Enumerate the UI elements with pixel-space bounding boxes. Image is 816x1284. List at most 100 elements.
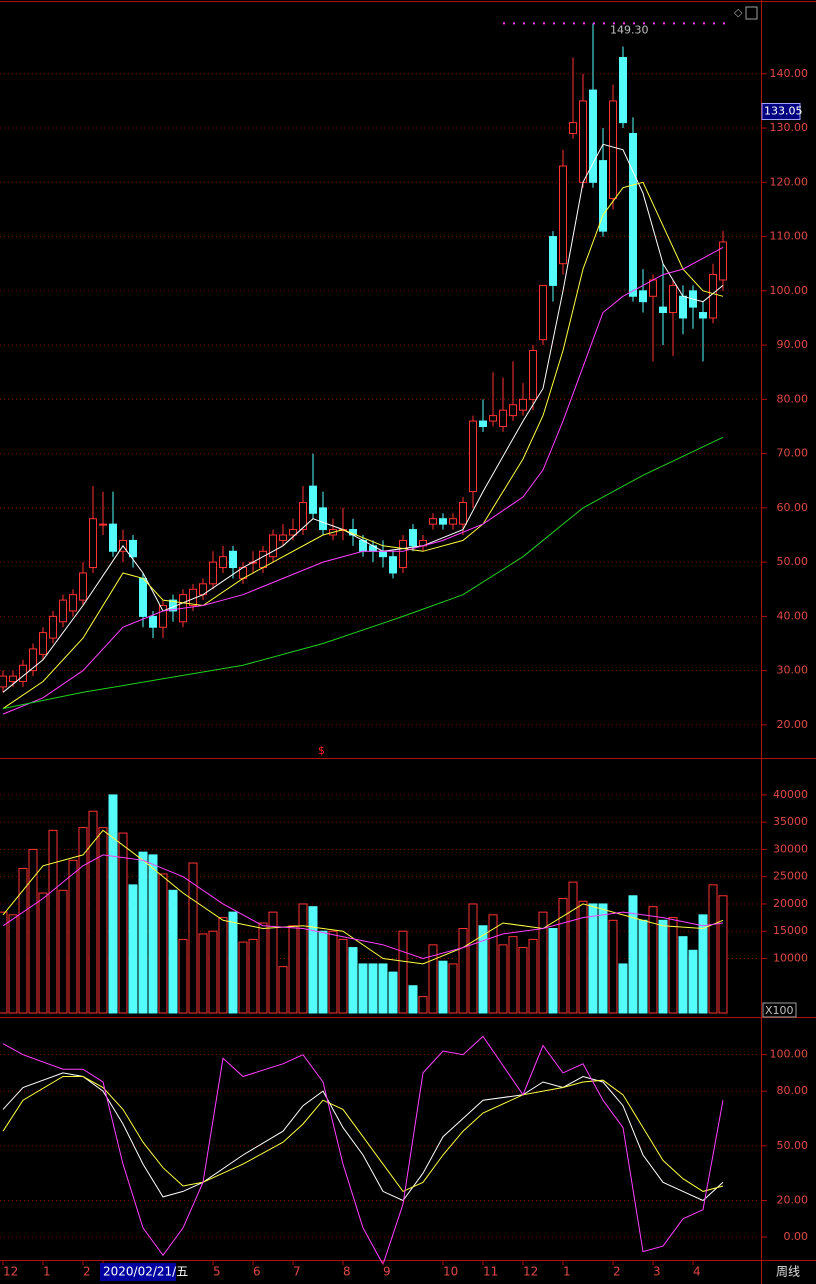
volume-bar xyxy=(318,930,328,1014)
candle-body xyxy=(509,404,517,417)
candle-body xyxy=(399,539,407,569)
volume-bar xyxy=(168,889,178,1014)
y-tick-label: 10000 xyxy=(773,951,808,964)
candle-body xyxy=(459,501,467,525)
candle-body xyxy=(629,132,637,297)
line xyxy=(2,181,724,710)
x-tick-label: 1 xyxy=(43,1265,51,1279)
y-tick-label: 110.00 xyxy=(770,230,809,243)
volume-bar xyxy=(158,873,168,1014)
volume-bar xyxy=(248,938,258,1014)
volume-bar xyxy=(478,925,488,1014)
volume-bar xyxy=(218,917,228,1014)
line xyxy=(2,143,724,693)
volume-bar xyxy=(288,925,298,1014)
line xyxy=(2,854,724,960)
volume-bar xyxy=(598,903,608,1014)
line xyxy=(2,436,724,710)
candle-body xyxy=(439,518,447,525)
x-tick-label: 11 xyxy=(483,1265,498,1279)
volume-bar xyxy=(668,917,678,1014)
candle-body xyxy=(29,648,37,672)
candle-body xyxy=(659,306,667,314)
volume-bar xyxy=(18,868,28,1014)
volume-bar xyxy=(558,897,568,1014)
candle-body xyxy=(269,534,277,558)
line xyxy=(2,246,724,715)
high-label: 149.30 xyxy=(610,23,649,36)
volume-bar xyxy=(178,938,188,1014)
y-tick-label: 20.00 xyxy=(777,1194,809,1207)
candle-body xyxy=(519,398,527,411)
volume-bar xyxy=(198,933,208,1014)
y-tick-label: 25000 xyxy=(773,870,808,883)
volume-bar xyxy=(228,911,238,1014)
candle-body xyxy=(59,599,67,623)
candle-body xyxy=(619,57,627,124)
candle-body xyxy=(589,89,597,183)
y-tick-label: 80.00 xyxy=(777,1084,809,1097)
volume-bar xyxy=(628,895,638,1014)
volume-bar xyxy=(428,944,438,1014)
volume-bar xyxy=(398,930,408,1014)
volume-bar xyxy=(258,922,268,1014)
volume-bar xyxy=(408,985,418,1014)
volume-bar xyxy=(338,938,348,1014)
volume-bar xyxy=(688,949,698,1014)
candle-body xyxy=(309,485,317,514)
candle-body xyxy=(499,409,507,427)
volume-bar xyxy=(438,960,448,1014)
volume-bar xyxy=(58,889,68,1014)
candle-body xyxy=(79,572,87,601)
volume-bar xyxy=(698,914,708,1014)
volume-bar xyxy=(278,966,288,1014)
x-tick-label: 5 xyxy=(213,1265,221,1279)
candle-body xyxy=(259,550,267,569)
candle-body xyxy=(479,420,487,427)
volume-bar xyxy=(358,963,368,1014)
volume-bar xyxy=(368,963,378,1014)
candle-body xyxy=(639,290,647,303)
x-tick-label: 4 xyxy=(693,1265,701,1279)
candle-body xyxy=(559,165,567,265)
volume-bar xyxy=(568,881,578,1014)
x-tick-label: 12 xyxy=(3,1265,18,1279)
volume-bar xyxy=(138,851,148,1014)
candle-body xyxy=(389,556,397,574)
volume-bar xyxy=(448,963,458,1014)
y-tick-label: 80.00 xyxy=(777,392,809,405)
candle-body xyxy=(429,518,437,525)
x-tick-label: 1 xyxy=(563,1265,571,1279)
volume-bar xyxy=(108,794,118,1014)
marker: $ xyxy=(318,744,325,757)
y-tick-label: 60.00 xyxy=(777,501,809,514)
volume-bar xyxy=(0,911,8,1014)
candle-body xyxy=(9,675,17,682)
y-tick-label: 100.00 xyxy=(770,284,809,297)
volume-bar xyxy=(518,947,528,1014)
candle-body xyxy=(569,122,577,134)
line xyxy=(2,1035,724,1266)
volume-bar xyxy=(548,927,558,1014)
volume-bar xyxy=(418,996,428,1014)
volume-bar xyxy=(488,914,498,1014)
volume-bar xyxy=(348,947,358,1014)
candle-body xyxy=(99,523,107,526)
y-tick-label: 40.00 xyxy=(777,609,809,622)
icon[interactable]: ◇ xyxy=(734,6,743,19)
icon[interactable] xyxy=(745,6,758,20)
candle-body xyxy=(299,501,307,531)
candle-body xyxy=(139,577,147,617)
volume-bar xyxy=(128,884,138,1014)
y-tick-label: 30000 xyxy=(773,842,808,855)
volume-bar xyxy=(88,810,98,1014)
period-label[interactable]: 周线 xyxy=(776,1265,800,1279)
y-tick-label: 15000 xyxy=(773,924,808,937)
volume-unit: X100 xyxy=(765,1004,794,1017)
volume-bar xyxy=(458,927,468,1014)
volume-bar xyxy=(328,930,338,1014)
x-tick-label: 7 xyxy=(293,1265,301,1279)
volume-bar xyxy=(658,919,668,1014)
volume-bar xyxy=(588,903,598,1014)
